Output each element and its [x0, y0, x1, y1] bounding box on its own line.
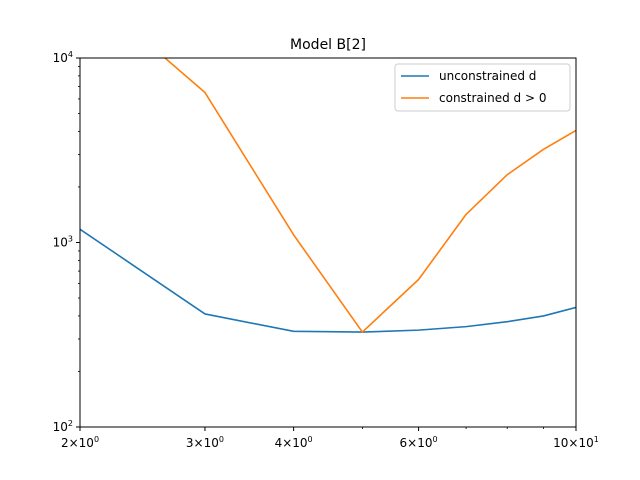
legend-box	[394, 63, 571, 112]
x-tick-label: 6×100	[400, 435, 438, 450]
y-tick-label: 103	[53, 235, 73, 250]
legend-label-1: unconstrained d	[439, 69, 536, 83]
plot-frame	[79, 57, 577, 428]
series-line-2	[163, 58, 576, 333]
ticks-layer: 2×100 3×100 4×100 6×100 10×101 102 103 104	[53, 50, 599, 450]
x-tick-label: 10×101	[553, 435, 599, 450]
series-line-1	[80, 228, 576, 333]
legend: unconstrained d constrained d > 0	[394, 63, 571, 112]
x-tick-label: 3×100	[186, 435, 224, 450]
y-tick-label: 102	[53, 419, 73, 434]
legend-label-2: constrained d > 0	[439, 91, 546, 105]
x-tick-label: 2×100	[61, 435, 99, 450]
chart-title: Model B[2]	[290, 37, 366, 53]
series-layer	[80, 58, 576, 333]
x-tick-label: 4×100	[275, 435, 313, 450]
y-tick-label: 104	[53, 50, 73, 65]
